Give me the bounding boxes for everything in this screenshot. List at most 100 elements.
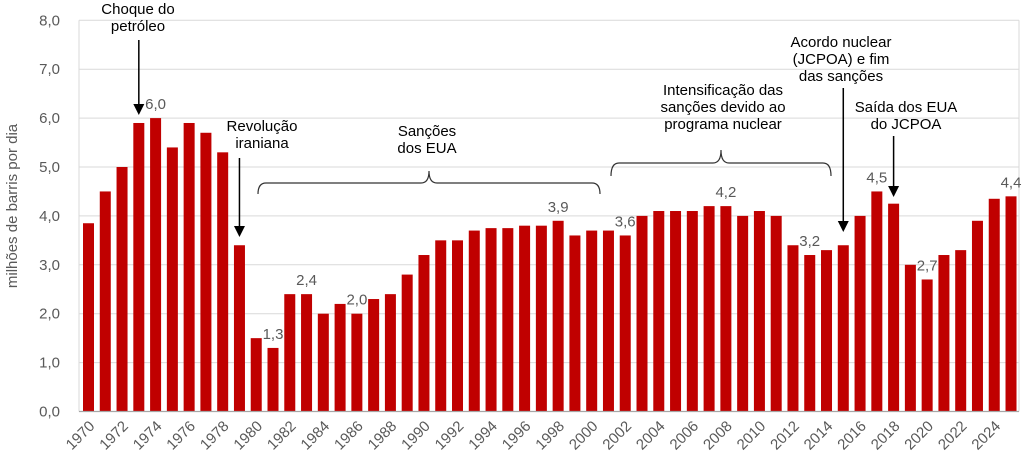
bar-2002 bbox=[619, 235, 631, 412]
x-tick-label: 1988 bbox=[365, 418, 401, 454]
bar-1982 bbox=[284, 294, 296, 412]
bar-1989 bbox=[401, 274, 413, 412]
annotation-line: Saída dos EUA bbox=[855, 99, 958, 116]
annotation-text: Choque do petróleo bbox=[101, 1, 174, 35]
y-tick-label: 0,0 bbox=[39, 404, 60, 421]
bar-1991 bbox=[435, 240, 447, 412]
x-tick-label: 1980 bbox=[230, 418, 266, 454]
bar-2004 bbox=[653, 211, 665, 412]
bar-2025 bbox=[1005, 196, 1017, 412]
x-tick-label: 1972 bbox=[96, 418, 132, 454]
bar-1999 bbox=[569, 235, 581, 412]
bar-1973 bbox=[133, 122, 145, 412]
x-tick-label: 1978 bbox=[197, 418, 233, 454]
x-tick-label: 1986 bbox=[331, 418, 367, 454]
annotation-line: do JCPOA bbox=[871, 116, 942, 133]
bar-1977 bbox=[200, 132, 212, 412]
bar-1971 bbox=[99, 191, 111, 412]
y-tick-label: 5,0 bbox=[39, 159, 60, 176]
annotation-text: Acordo nuclear (JCPOA) e fim das sanções bbox=[791, 34, 892, 85]
annotation-jcpoa-deal: Acordo nuclear (JCPOA) e fim das sanções bbox=[791, 34, 892, 232]
x-tick-label: 2020 bbox=[901, 418, 937, 454]
x-tick-label: 2002 bbox=[599, 418, 635, 454]
bar-2019 bbox=[904, 264, 916, 412]
bar-2000 bbox=[586, 230, 598, 412]
annotation-text: Saída dos EUA do JCPOA bbox=[855, 99, 958, 133]
annotation-line: programa nuclear bbox=[664, 116, 782, 133]
bar-1983 bbox=[301, 294, 313, 412]
x-tick-label: 2010 bbox=[734, 418, 770, 454]
x-tick-label: 2022 bbox=[935, 418, 971, 454]
bar-1994 bbox=[485, 228, 497, 412]
bar-1972 bbox=[116, 167, 128, 412]
annotation-text: Revolução iraniana bbox=[227, 118, 298, 152]
annotation-us-jcpoa-exit: Saída dos EUA do JCPOA bbox=[855, 99, 958, 197]
bar-1974 bbox=[150, 118, 162, 412]
annotation-iranian-revolution: Revolução iraniana bbox=[227, 118, 298, 237]
x-tick-label: 1994 bbox=[465, 418, 501, 454]
bar-2014 bbox=[821, 250, 833, 412]
bar-1987 bbox=[368, 299, 380, 412]
annotation-line: (JCPOA) e fim bbox=[793, 51, 890, 68]
bar-2008 bbox=[720, 206, 732, 412]
annotation-line: Choque do bbox=[101, 1, 174, 18]
bar-2010 bbox=[753, 211, 765, 412]
down-arrow-head bbox=[233, 226, 245, 237]
bar-1996 bbox=[519, 225, 531, 412]
annotation-nuclear-sanctions-intensification: Intensificação das sanções devido ao progr… bbox=[610, 82, 832, 177]
bar-1997 bbox=[535, 225, 547, 412]
x-tick-label: 1976 bbox=[163, 418, 199, 454]
annotation-line: iraniana bbox=[235, 135, 289, 152]
bar-1985 bbox=[334, 303, 346, 412]
x-tick-label: 1992 bbox=[432, 418, 468, 454]
bar-2021 bbox=[938, 255, 950, 412]
bar-2015 bbox=[837, 245, 849, 412]
bar-2018 bbox=[888, 203, 900, 412]
annotation-text: Sanções dos EUA bbox=[397, 123, 456, 157]
bar-1992 bbox=[452, 240, 464, 412]
bar-2020 bbox=[921, 279, 933, 412]
down-arrow-head bbox=[133, 104, 145, 115]
annotation-line: Revolução bbox=[227, 118, 298, 135]
bar-1970 bbox=[83, 223, 94, 412]
down-arrow-head bbox=[837, 221, 849, 232]
value-label-1981: 1,3 bbox=[263, 326, 284, 343]
x-tick-label: 1982 bbox=[264, 418, 300, 454]
x-tick-label: 2012 bbox=[767, 418, 803, 454]
value-label-1998: 3,9 bbox=[548, 199, 569, 216]
bar-2016 bbox=[854, 215, 866, 412]
annotation-line: Intensificação das bbox=[663, 82, 783, 99]
bar-1986 bbox=[351, 313, 363, 412]
y-tick-label: 1,0 bbox=[39, 355, 60, 372]
value-label-1986: 2,0 bbox=[346, 292, 367, 309]
x-tick-label: 2024 bbox=[968, 418, 1004, 454]
bar-1995 bbox=[502, 228, 514, 412]
x-tick-label: 2018 bbox=[868, 418, 904, 454]
annotation-line: das sanções bbox=[799, 68, 883, 85]
bar-2007 bbox=[703, 206, 715, 412]
annotation-line: Acordo nuclear bbox=[791, 34, 892, 51]
bar-1993 bbox=[468, 230, 480, 412]
bar-2013 bbox=[804, 255, 816, 412]
x-tick-label: 2006 bbox=[667, 418, 703, 454]
y-tick-label: 6,0 bbox=[39, 110, 60, 127]
value-label-2013: 3,2 bbox=[799, 233, 820, 250]
bar-2017 bbox=[871, 191, 883, 412]
bar-1981 bbox=[267, 347, 279, 412]
annotation-line: petróleo bbox=[111, 18, 165, 35]
bar-2005 bbox=[670, 211, 682, 412]
y-tick-label: 3,0 bbox=[39, 257, 60, 274]
x-tick-label: 1996 bbox=[499, 418, 535, 454]
annotation-oil-shock: Choque do petróleo bbox=[101, 1, 175, 115]
y-tick-label: 4,0 bbox=[39, 208, 60, 225]
bar-1984 bbox=[317, 313, 329, 412]
value-label-2008: 4,2 bbox=[715, 184, 736, 201]
value-label-1983: 2,4 bbox=[296, 272, 317, 289]
bar-2003 bbox=[636, 215, 648, 412]
x-tick-label: 1970 bbox=[63, 418, 99, 454]
x-tick-label: 1990 bbox=[398, 418, 434, 454]
value-label-2002: 3,6 bbox=[615, 213, 636, 230]
bar-1998 bbox=[552, 220, 564, 412]
x-tick-label: 2004 bbox=[633, 418, 669, 454]
